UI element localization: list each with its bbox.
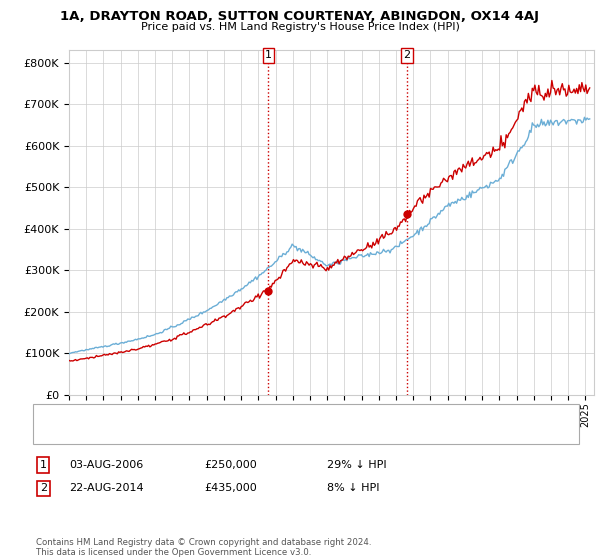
Text: Price paid vs. HM Land Registry's House Price Index (HPI): Price paid vs. HM Land Registry's House … <box>140 22 460 32</box>
Text: £435,000: £435,000 <box>204 483 257 493</box>
Text: 1: 1 <box>40 460 47 470</box>
Text: 22-AUG-2014: 22-AUG-2014 <box>69 483 143 493</box>
Text: 1A, DRAYTON ROAD, SUTTON COURTENAY, ABINGDON, OX14 4AJ (detached house): 1A, DRAYTON ROAD, SUTTON COURTENAY, ABIN… <box>67 408 481 418</box>
Text: 03-AUG-2006: 03-AUG-2006 <box>69 460 143 470</box>
Text: 1A, DRAYTON ROAD, SUTTON COURTENAY, ABINGDON, OX14 4AJ: 1A, DRAYTON ROAD, SUTTON COURTENAY, ABIN… <box>61 10 539 23</box>
Text: Contains HM Land Registry data © Crown copyright and database right 2024.
This d: Contains HM Land Registry data © Crown c… <box>36 538 371 557</box>
Text: 8% ↓ HPI: 8% ↓ HPI <box>327 483 380 493</box>
Text: 1: 1 <box>265 50 272 60</box>
Text: £250,000: £250,000 <box>204 460 257 470</box>
Text: HPI: Average price, detached house, Vale of White Horse: HPI: Average price, detached house, Vale… <box>67 430 350 440</box>
Text: 29% ↓ HPI: 29% ↓ HPI <box>327 460 386 470</box>
Text: 2: 2 <box>403 50 410 60</box>
Text: 2: 2 <box>40 483 47 493</box>
